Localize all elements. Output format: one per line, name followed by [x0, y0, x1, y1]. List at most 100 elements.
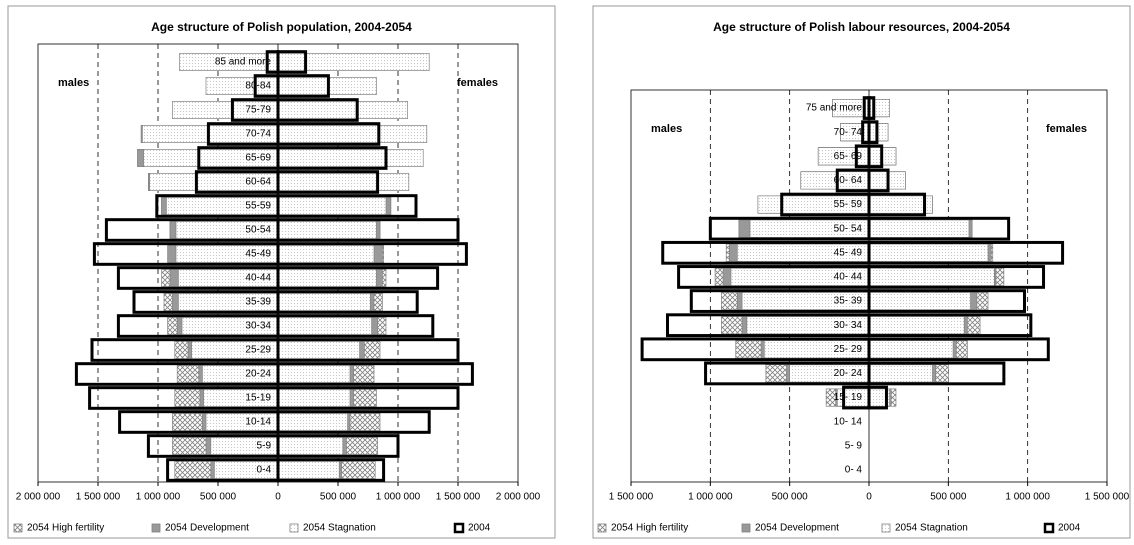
bar	[277, 389, 351, 407]
legend-label: 2054 Development	[755, 523, 839, 534]
category-label: 30- 34	[834, 320, 863, 331]
category-label: 45- 49	[834, 247, 863, 258]
legend-swatch	[597, 523, 607, 533]
category-label: 85 and more	[215, 57, 272, 68]
category-label: 70- 74	[834, 127, 863, 138]
legend-swatch	[289, 523, 299, 533]
bar	[277, 461, 340, 479]
category-label: 35-39	[245, 297, 271, 308]
category-label: 55-59	[245, 201, 271, 212]
x-tick-label: 1 000 000	[688, 492, 733, 503]
bar	[277, 149, 424, 167]
bar	[277, 317, 372, 335]
category-label: 20- 24	[834, 368, 863, 379]
x-tick-label: 2 000 000	[496, 492, 541, 503]
side-label: males	[58, 77, 89, 89]
side-label: females	[457, 77, 498, 89]
bar	[277, 53, 430, 71]
category-label: 0- 4	[845, 465, 863, 476]
side-label: males	[651, 123, 682, 135]
legend-swatch	[453, 522, 465, 534]
x-tick-label: 500 000	[930, 492, 967, 503]
category-label: 60- 64	[834, 175, 863, 186]
chart-title: Age structure of Polish labour resources…	[713, 20, 1010, 34]
x-tick-label: 0	[866, 492, 872, 503]
x-tick-label: 1 500 000	[609, 492, 654, 503]
category-label: 15- 19	[834, 392, 863, 403]
bar	[277, 221, 377, 239]
category-label: 75 and more	[806, 103, 863, 114]
x-tick-label: 1 500 000	[436, 492, 481, 503]
category-label: 5-9	[257, 441, 272, 452]
x-tick-label: 2 000 000	[16, 492, 61, 503]
category-label: 5- 9	[845, 440, 863, 451]
bar	[277, 293, 371, 311]
bar	[868, 123, 889, 142]
category-label: 25-29	[245, 345, 271, 356]
x-tick-label: 0	[275, 492, 281, 503]
category-label: 50- 54	[834, 223, 863, 234]
legend-label: 2054 Stagnation	[895, 523, 968, 534]
category-label: 55- 59	[834, 199, 863, 210]
category-label: 20-24	[245, 369, 271, 380]
bar	[277, 173, 410, 191]
panel-border	[592, 5, 1131, 539]
legend-label: 2054 Stagnation	[303, 523, 376, 534]
legend-swatch	[13, 523, 23, 533]
category-label: 15-19	[245, 393, 271, 404]
legend-swatch	[151, 523, 161, 533]
x-tick-label: 500 000	[320, 492, 357, 503]
bar	[277, 101, 408, 119]
category-label: 80-84	[245, 81, 271, 92]
bar	[277, 245, 375, 263]
category-label: 70-74	[245, 129, 271, 140]
legend-label: 2004	[1058, 523, 1081, 534]
bar	[868, 340, 954, 359]
bar	[277, 341, 360, 359]
category-label: 0-4	[257, 465, 272, 476]
bar	[868, 292, 971, 311]
legend-label: 2054 High fertility	[611, 523, 688, 534]
legend-label: 2054 Development	[165, 523, 249, 534]
bar	[277, 125, 428, 143]
x-tick-label: 1 000 000	[136, 492, 181, 503]
side-label: females	[1046, 123, 1087, 135]
category-label: 50-54	[245, 225, 271, 236]
x-tick-label: 1 500 000	[1085, 492, 1130, 503]
bar	[868, 316, 965, 335]
x-tick-label: 1 000 000	[376, 492, 421, 503]
bar	[868, 99, 890, 118]
bar	[868, 195, 933, 214]
category-label: 40- 44	[834, 272, 863, 283]
x-tick-label: 500 000	[200, 492, 237, 503]
category-label: 10-14	[245, 417, 271, 428]
legend-label: 2054 High fertility	[27, 523, 104, 534]
category-label: 35- 39	[834, 296, 863, 307]
x-tick-label: 1 500 000	[76, 492, 121, 503]
bar	[868, 267, 995, 286]
bar	[868, 219, 970, 238]
category-label: 45-49	[245, 249, 271, 260]
legend-swatch	[1043, 522, 1055, 534]
category-label: 25- 29	[834, 344, 863, 355]
category-label: 60-64	[245, 177, 271, 188]
bar	[277, 197, 387, 215]
bar	[277, 365, 351, 383]
category-label: 30-34	[245, 321, 271, 332]
bar	[277, 413, 348, 431]
bar	[868, 364, 933, 383]
chart-title: Age structure of Polish population, 2004…	[151, 20, 412, 34]
category-label: 65- 69	[834, 151, 863, 162]
x-tick-label: 1 000 000	[1005, 492, 1050, 503]
category-label: 65-69	[245, 153, 271, 164]
bar	[868, 243, 989, 262]
category-label: 10- 14	[834, 416, 863, 427]
legend-label: 2004	[468, 523, 491, 534]
bar	[277, 269, 377, 287]
category-label: 75-79	[245, 105, 271, 116]
x-tick-label: 500 000	[772, 492, 809, 503]
category-label: 40-44	[245, 273, 271, 284]
panel-border	[7, 5, 556, 539]
